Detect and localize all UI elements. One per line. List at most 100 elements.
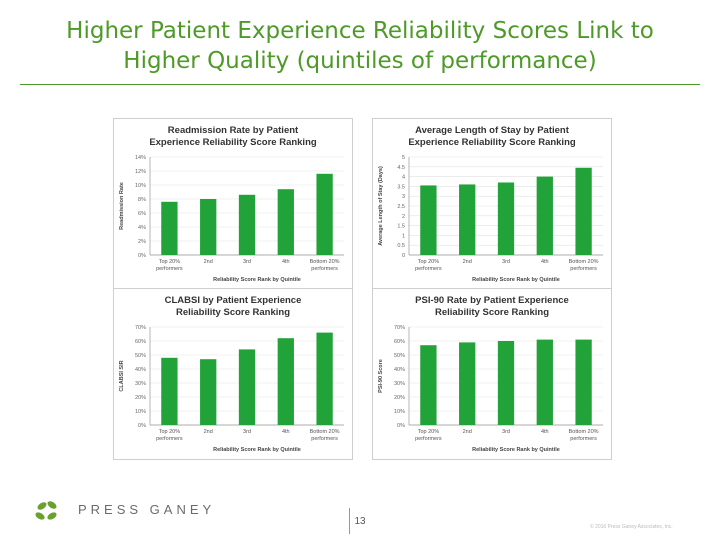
chart-2-title-line: CLABSI by Patient Experience <box>165 295 302 306</box>
chart-2-ytick-label: 60% <box>135 339 146 345</box>
chart-2-bar <box>200 359 217 425</box>
chart-1-bar <box>459 184 476 255</box>
psi90-chart-panel: PSI-90 Rate by Patient Experience Reliabi… <box>372 288 612 460</box>
press-ganey-leaf-icon <box>35 501 57 520</box>
chart-0-ytick-label: 10% <box>135 183 146 189</box>
chart-3-category-label: performers <box>415 436 442 442</box>
logo-text: PRESS GANEY <box>78 502 216 517</box>
chart-3-bar <box>536 339 553 425</box>
clabsi-chart-panel: CLABSI by Patient Experience Reliability … <box>113 288 353 460</box>
chart-1-ytick-label: 1.5 <box>397 224 405 230</box>
chart-3-ylabel: PSI-90 Score <box>378 359 384 393</box>
chart-3-bar <box>575 339 592 425</box>
chart-1-svg: Average Length of Stay by PatientExperie… <box>378 125 603 283</box>
chart-1-category-label: performers <box>415 266 442 272</box>
chart-2-category-label: 2nd <box>204 429 213 435</box>
chart-3-title-line: PSI-90 Rate by Patient Experience <box>415 295 569 306</box>
chart-2-bar <box>316 332 333 425</box>
chart-0-xlabel: Reliability Score Rank by Quintile <box>213 277 301 283</box>
chart-3-category-label: Bottom 20% <box>569 429 599 435</box>
chart-1-bar <box>420 185 437 255</box>
chart-3-svg: PSI-90 Rate by Patient ExperienceReliabi… <box>378 295 603 453</box>
chart-1-ytick-label: 2.5 <box>397 204 405 210</box>
chart-1-ytick-label: 1 <box>402 233 405 239</box>
chart-1-bar <box>536 176 553 255</box>
chart-2-category-label: performers <box>311 436 338 442</box>
chart-0-category-label: Top 20% <box>159 259 181 265</box>
chart-2-svg: CLABSI by Patient ExperienceReliability … <box>119 295 344 453</box>
chart-1-ytick-label: 3 <box>402 194 405 200</box>
chart-2-bar <box>161 357 178 425</box>
chart-1-ylabel: Average Length of Stay (Days) <box>378 166 384 246</box>
chart-1-xlabel: Reliability Score Rank by Quintile <box>472 277 560 283</box>
press-ganey-logo: PRESS GANEY <box>30 496 211 526</box>
chart-3-category-label: 3rd <box>502 429 510 435</box>
chart-2-ytick-label: 40% <box>135 367 146 373</box>
chart-2-ytick-label: 0% <box>138 423 146 429</box>
chart-3-ytick-label: 10% <box>394 409 405 415</box>
page-divider <box>349 508 350 534</box>
chart-3-ytick-label: 60% <box>394 339 405 345</box>
chart-1-category-label: Top 20% <box>418 259 440 265</box>
chart-3-category-label: 2nd <box>463 429 472 435</box>
chart-1-title-line: Experience Reliability Score Ranking <box>408 137 576 148</box>
copyright-text: © 2016 Press Ganey Associates, Inc. <box>590 524 673 530</box>
chart-2-bar <box>238 349 256 425</box>
chart-0-bar <box>238 194 256 255</box>
chart-0-title-line: Readmission Rate by Patient <box>168 125 299 136</box>
chart-0-ytick-label: 8% <box>138 197 146 203</box>
chart-0-bar <box>161 201 178 255</box>
chart-2-category-label: 3rd <box>243 429 251 435</box>
chart-1-category-label: 4th <box>541 259 549 265</box>
chart-0-category-label: Bottom 20% <box>310 259 340 265</box>
chart-0-category-label: performers <box>156 266 183 272</box>
chart-2-ytick-label: 20% <box>135 395 146 401</box>
title-divider <box>20 84 700 85</box>
chart-1-ytick-label: 4.5 <box>397 165 405 171</box>
chart-1-category-label: 3rd <box>502 259 510 265</box>
chart-3-title-line: Reliability Score Ranking <box>435 307 549 318</box>
chart-0-ytick-label: 0% <box>138 253 146 259</box>
chart-3-category-label: performers <box>570 436 597 442</box>
chart-2-category-label: 4th <box>282 429 290 435</box>
readmission-chart-panel: Readmission Rate by Patient Experience Re… <box>113 118 353 290</box>
chart-1-ytick-label: 3.5 <box>397 184 405 190</box>
slide-title: Higher Patient Experience Reliability Sc… <box>20 16 700 76</box>
chart-2-title-line: Reliability Score Ranking <box>176 307 290 318</box>
chart-1-ytick-label: 2 <box>402 214 405 220</box>
chart-0-category-label: 2nd <box>204 259 213 265</box>
chart-3-ytick-label: 40% <box>394 367 405 373</box>
chart-2-category-label: Top 20% <box>159 429 181 435</box>
chart-3-ytick-label: 20% <box>394 395 405 401</box>
chart-0-ytick-label: 4% <box>138 225 146 231</box>
chart-1-ytick-label: 0.5 <box>397 243 405 249</box>
chart-3-category-label: Top 20% <box>418 429 440 435</box>
chart-3-ytick-label: 70% <box>394 325 405 331</box>
chart-1-category-label: performers <box>570 266 597 272</box>
chart-0-ytick-label: 6% <box>138 211 146 217</box>
chart-0-category-label: performers <box>311 266 338 272</box>
chart-1-bar <box>575 167 592 255</box>
chart-3-bar <box>420 345 437 425</box>
chart-2-bar <box>277 338 294 425</box>
slide-title-line-2: Higher Quality (quintiles of performance… <box>123 48 597 74</box>
chart-2-ytick-label: 10% <box>135 409 146 415</box>
chart-0-ytick-label: 14% <box>135 155 146 161</box>
chart-0-bar <box>200 199 217 255</box>
chart-3-ytick-label: 30% <box>394 381 405 387</box>
chart-2-category-label: Bottom 20% <box>310 429 340 435</box>
chart-0-bar <box>277 189 294 255</box>
chart-3-category-label: 4th <box>541 429 549 435</box>
chart-2-ylabel: CLABSI SIR <box>119 360 125 391</box>
chart-2-category-label: performers <box>156 436 183 442</box>
chart-3-ytick-label: 0% <box>397 423 405 429</box>
chart-0-ytick-label: 12% <box>135 169 146 175</box>
chart-2-ytick-label: 50% <box>135 353 146 359</box>
chart-1-category-label: 2nd <box>463 259 472 265</box>
length-of-stay-chart-panel: Average Length of Stay by Patient Experie… <box>372 118 612 290</box>
chart-0-bar <box>316 173 333 255</box>
chart-3-bar <box>497 341 515 425</box>
chart-1-category-label: Bottom 20% <box>569 259 599 265</box>
chart-0-title-line: Experience Reliability Score Ranking <box>149 137 317 148</box>
